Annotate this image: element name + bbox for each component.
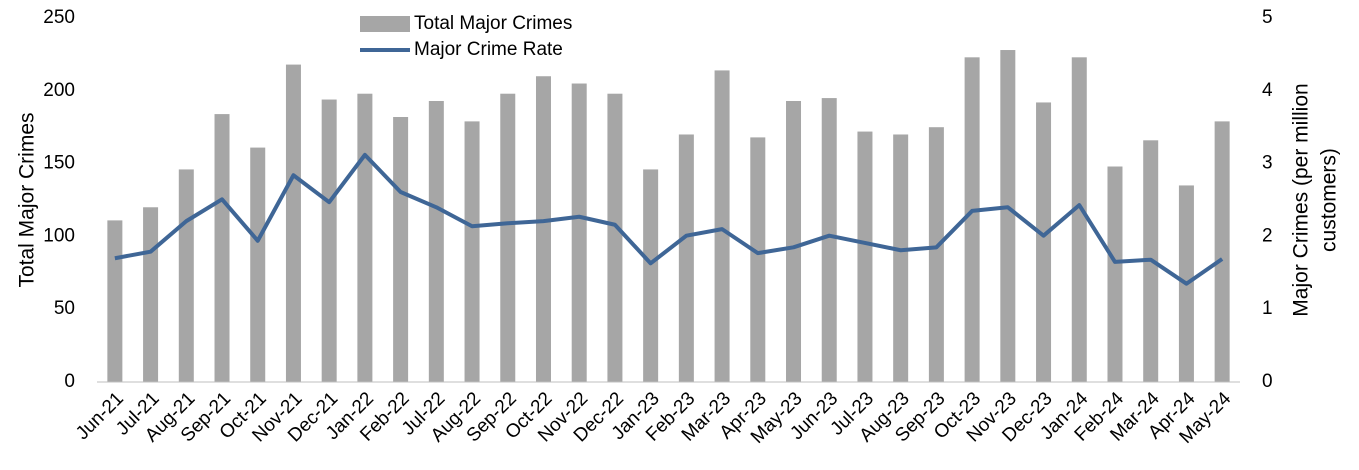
y2-axis-label: Major Crimes (per million: [1290, 83, 1313, 316]
y-tick-label: 0: [64, 371, 75, 392]
bar: [107, 220, 123, 382]
bar: [857, 131, 873, 382]
bar: [357, 93, 373, 382]
bar: [928, 127, 944, 382]
y-axis-label: Total Major Crimes: [16, 112, 39, 287]
bar: [1071, 57, 1087, 382]
bar: [571, 83, 587, 383]
bar: [786, 100, 802, 382]
y-tick-label: 100: [43, 225, 75, 246]
bar: [1107, 166, 1123, 382]
bar: [1214, 121, 1230, 382]
y2-tick-label: 2: [1262, 225, 1273, 246]
y2-tick-label: 5: [1262, 7, 1273, 28]
bar: [714, 70, 730, 382]
y-tick-label: 250: [43, 7, 75, 28]
bar: [607, 93, 623, 382]
bar: [821, 98, 837, 382]
bar: [143, 207, 159, 382]
y2-tick-label: 1: [1262, 298, 1273, 319]
legend-swatch: [360, 16, 410, 32]
bar: [214, 114, 230, 382]
bar: [178, 169, 194, 382]
bar: [250, 147, 266, 382]
bar: [428, 100, 444, 382]
y-tick-label: 200: [43, 80, 75, 101]
bar: [643, 169, 659, 382]
bar: [321, 99, 337, 382]
bar: [750, 137, 766, 382]
legend-label: Major Crime Rate: [414, 39, 563, 60]
y2-tick-label: 4: [1262, 80, 1273, 101]
legend-label: Total Major Crimes: [414, 13, 572, 34]
y2-axis-label: customers): [1318, 148, 1341, 252]
bar: [535, 76, 551, 383]
line: [114, 152, 1224, 286]
bar: [678, 134, 694, 382]
bar: [393, 117, 409, 383]
bar: [464, 121, 480, 382]
y2-tick-label: 3: [1262, 153, 1273, 174]
bar: [893, 134, 909, 382]
bar: [500, 93, 516, 382]
bar: [1000, 50, 1016, 382]
bar: [285, 64, 301, 382]
y-tick-label: 50: [54, 298, 75, 319]
y-tick-label: 150: [43, 153, 75, 174]
bar: [1036, 102, 1052, 382]
bar: [964, 57, 980, 382]
y2-tick-label: 0: [1262, 371, 1273, 392]
